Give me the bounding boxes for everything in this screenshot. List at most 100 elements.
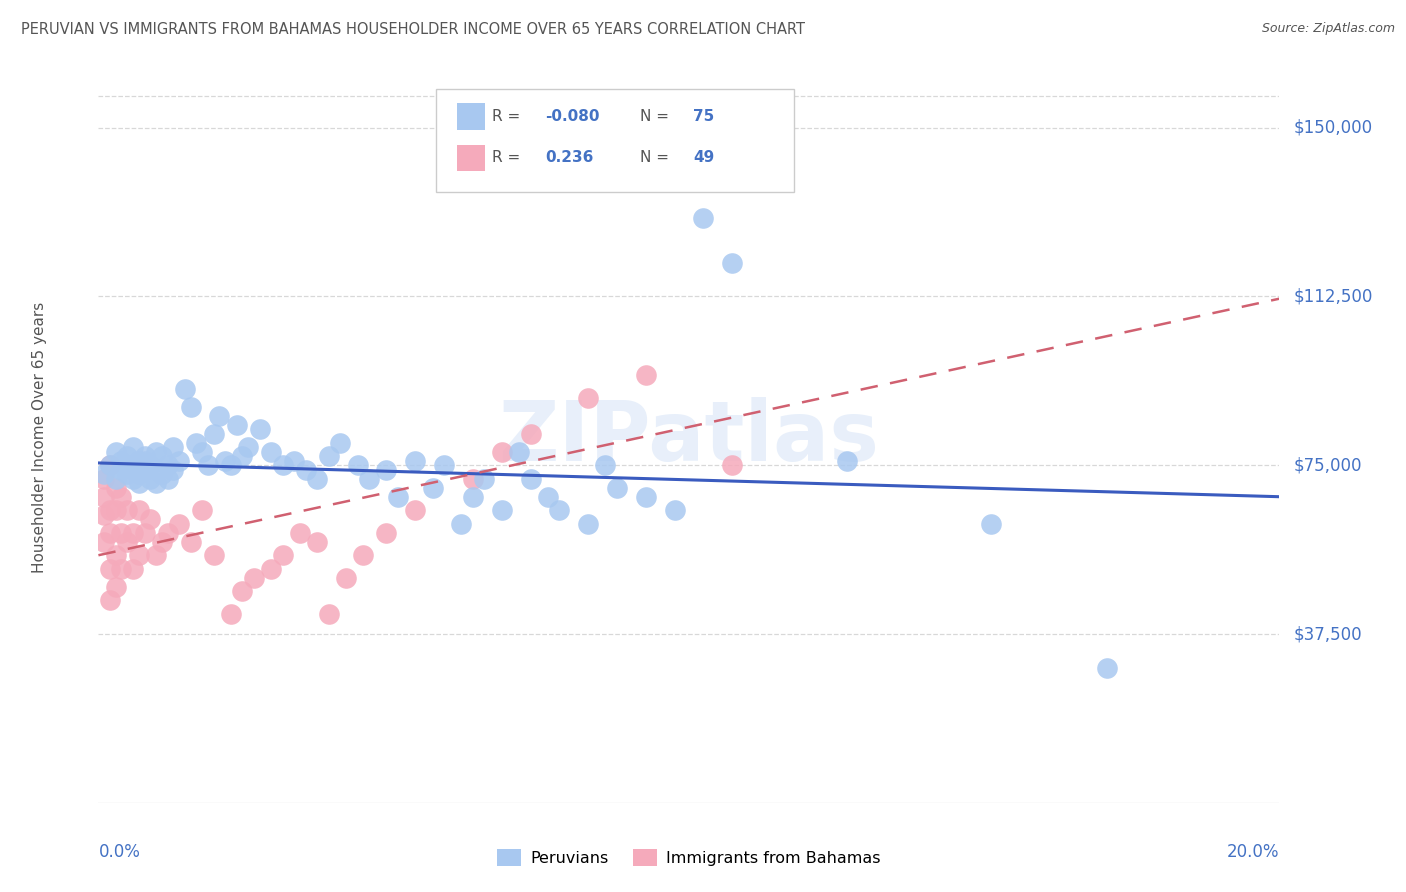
Immigrants from Bahamas: [134, 525, 156, 540]
Peruvians: [139, 472, 162, 486]
Peruvians: [664, 503, 686, 517]
Peruvians: [1095, 661, 1118, 675]
Text: Source: ZipAtlas.com: Source: ZipAtlas.com: [1261, 22, 1395, 36]
Immigrants from Bahamas: [180, 534, 202, 549]
Peruvians: [359, 472, 381, 486]
Immigrants from Bahamas: [318, 607, 340, 621]
Immigrants from Bahamas: [98, 562, 121, 576]
Text: ZIPatlas: ZIPatlas: [499, 397, 879, 477]
Peruvians: [508, 444, 530, 458]
Peruvians: [329, 435, 352, 450]
Peruvians: [150, 449, 173, 463]
Peruvians: [156, 458, 179, 473]
Immigrants from Bahamas: [219, 607, 242, 621]
Immigrants from Bahamas: [576, 391, 599, 405]
Peruvians: [93, 467, 115, 482]
Peruvians: [104, 444, 127, 458]
Peruvians: [318, 449, 340, 463]
Text: R =: R =: [492, 151, 526, 165]
Peruvians: [433, 458, 456, 473]
Immigrants from Bahamas: [128, 548, 150, 562]
Text: Householder Income Over 65 years: Householder Income Over 65 years: [32, 301, 46, 573]
Immigrants from Bahamas: [128, 503, 150, 517]
Text: R =: R =: [492, 110, 526, 124]
Immigrants from Bahamas: [115, 534, 138, 549]
Peruvians: [156, 472, 179, 486]
Peruvians: [104, 472, 127, 486]
Peruvians: [128, 476, 150, 491]
Immigrants from Bahamas: [93, 490, 115, 504]
Immigrants from Bahamas: [335, 571, 357, 585]
Immigrants from Bahamas: [110, 525, 132, 540]
Peruvians: [162, 463, 184, 477]
Peruvians: [260, 444, 283, 458]
Peruvians: [519, 472, 541, 486]
Peruvians: [837, 453, 859, 467]
Peruvians: [208, 409, 231, 423]
Immigrants from Bahamas: [202, 548, 225, 562]
Peruvians: [202, 426, 225, 441]
Text: N =: N =: [640, 110, 673, 124]
Peruvians: [404, 453, 426, 467]
Text: 49: 49: [693, 151, 714, 165]
Peruvians: [145, 444, 167, 458]
Immigrants from Bahamas: [288, 525, 311, 540]
Text: 0.0%: 0.0%: [98, 843, 141, 861]
Peruvians: [980, 516, 1002, 531]
Peruvians: [238, 440, 260, 454]
Peruvians: [134, 453, 156, 467]
Peruvians: [128, 467, 150, 482]
Peruvians: [537, 490, 560, 504]
Peruvians: [122, 472, 145, 486]
Peruvians: [474, 472, 496, 486]
Peruvians: [110, 463, 132, 477]
Peruvians: [122, 440, 145, 454]
Peruvians: [115, 458, 138, 473]
Text: $75,000: $75,000: [1294, 456, 1362, 475]
Peruvians: [180, 400, 202, 414]
Peruvians: [134, 449, 156, 463]
Peruvians: [186, 435, 208, 450]
Text: PERUVIAN VS IMMIGRANTS FROM BAHAMAS HOUSEHOLDER INCOME OVER 65 YEARS CORRELATION: PERUVIAN VS IMMIGRANTS FROM BAHAMAS HOUS…: [21, 22, 806, 37]
Immigrants from Bahamas: [104, 580, 127, 594]
Text: 0.236: 0.236: [546, 151, 593, 165]
Peruvians: [214, 453, 236, 467]
Immigrants from Bahamas: [139, 512, 162, 526]
Peruvians: [548, 503, 571, 517]
Immigrants from Bahamas: [104, 481, 127, 495]
Peruvians: [162, 440, 184, 454]
Immigrants from Bahamas: [167, 516, 190, 531]
Legend: Peruvians, Immigrants from Bahamas: Peruvians, Immigrants from Bahamas: [491, 843, 887, 872]
Immigrants from Bahamas: [150, 534, 173, 549]
Text: -0.080: -0.080: [546, 110, 600, 124]
Immigrants from Bahamas: [104, 548, 127, 562]
Immigrants from Bahamas: [260, 562, 283, 576]
Immigrants from Bahamas: [352, 548, 374, 562]
Immigrants from Bahamas: [634, 368, 657, 383]
Peruvians: [145, 463, 167, 477]
Immigrants from Bahamas: [461, 472, 484, 486]
Immigrants from Bahamas: [404, 503, 426, 517]
Peruvians: [173, 382, 195, 396]
Peruvians: [231, 449, 253, 463]
Text: $112,500: $112,500: [1294, 287, 1372, 305]
Peruvians: [197, 458, 219, 473]
Peruvians: [576, 516, 599, 531]
Immigrants from Bahamas: [375, 525, 398, 540]
Peruvians: [115, 449, 138, 463]
Peruvians: [307, 472, 329, 486]
Peruvians: [491, 503, 513, 517]
Immigrants from Bahamas: [98, 458, 121, 473]
Peruvians: [139, 458, 162, 473]
Text: 20.0%: 20.0%: [1227, 843, 1279, 861]
Peruvians: [295, 463, 318, 477]
Peruvians: [249, 422, 271, 436]
Peruvians: [375, 463, 398, 477]
Immigrants from Bahamas: [307, 534, 329, 549]
Text: $150,000: $150,000: [1294, 119, 1372, 136]
Immigrants from Bahamas: [243, 571, 266, 585]
Peruvians: [145, 476, 167, 491]
Immigrants from Bahamas: [191, 503, 214, 517]
Peruvians: [191, 444, 214, 458]
Peruvians: [692, 211, 714, 225]
